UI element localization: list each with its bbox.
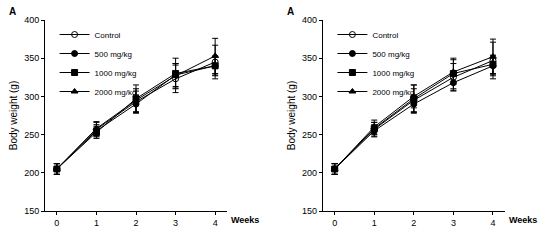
svg-text:1000 mg/kg: 1000 mg/kg xyxy=(95,69,137,78)
svg-text:2000 mg/kg: 2000 mg/kg xyxy=(372,88,414,97)
svg-text:0: 0 xyxy=(332,218,337,228)
svg-text:Body weight (g): Body weight (g) xyxy=(286,81,297,150)
svg-text:A: A xyxy=(9,6,16,17)
svg-text:500 mg/kg: 500 mg/kg xyxy=(95,50,132,59)
svg-text:2000 mg/kg: 2000 mg/kg xyxy=(95,88,137,97)
svg-text:3: 3 xyxy=(173,218,178,228)
svg-text:150: 150 xyxy=(302,206,317,216)
svg-text:4: 4 xyxy=(490,218,495,228)
svg-text:1: 1 xyxy=(372,218,377,228)
svg-text:200: 200 xyxy=(24,168,39,178)
svg-text:3: 3 xyxy=(451,218,456,228)
svg-text:400: 400 xyxy=(302,15,317,25)
svg-text:4: 4 xyxy=(213,218,218,228)
svg-text:Control: Control xyxy=(372,31,398,40)
svg-text:A: A xyxy=(287,6,294,17)
svg-text:300: 300 xyxy=(24,92,39,102)
svg-text:350: 350 xyxy=(24,53,39,63)
svg-text:1000 mg/kg: 1000 mg/kg xyxy=(372,69,414,78)
svg-text:Weeks: Weeks xyxy=(509,215,537,225)
svg-text:250: 250 xyxy=(24,130,39,140)
svg-text:250: 250 xyxy=(302,130,317,140)
svg-text:Weeks: Weeks xyxy=(231,215,259,225)
svg-text:Control: Control xyxy=(95,31,121,40)
svg-text:0: 0 xyxy=(54,218,59,228)
svg-text:350: 350 xyxy=(302,53,317,63)
svg-text:500 mg/kg: 500 mg/kg xyxy=(372,50,409,59)
svg-text:Body weight (g): Body weight (g) xyxy=(8,81,19,150)
svg-text:150: 150 xyxy=(24,206,39,216)
svg-text:400: 400 xyxy=(24,15,39,25)
svg-text:2: 2 xyxy=(134,218,139,228)
svg-text:2: 2 xyxy=(411,218,416,228)
svg-text:200: 200 xyxy=(302,168,317,178)
svg-text:1: 1 xyxy=(94,218,99,228)
svg-text:300: 300 xyxy=(302,92,317,102)
